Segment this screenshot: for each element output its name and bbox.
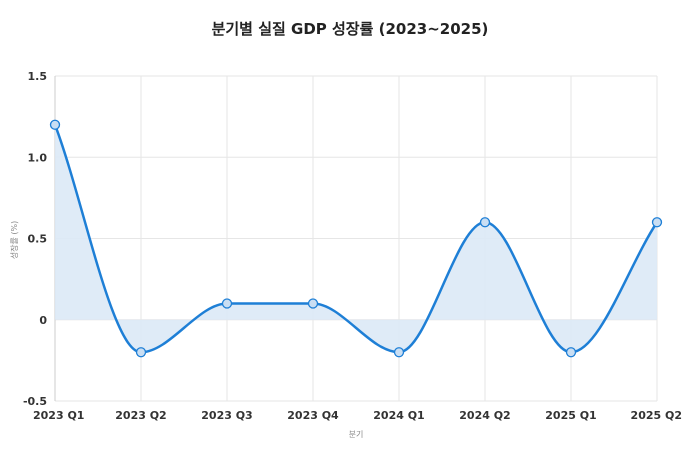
y-axis-title: 성장률 (%) [9, 221, 19, 259]
data-points [49, 119, 663, 358]
data-point-2023-q2[interactable] [135, 347, 147, 358]
data-point-2023-q4[interactable] [307, 298, 319, 309]
data-point-2023-q1[interactable] [49, 119, 61, 130]
x-axis-title: 분기 [349, 430, 364, 439]
x-tick-label: 2024 Q2 [459, 409, 510, 422]
x-tick-label: 2023 Q1 [33, 409, 84, 422]
area-path [55, 124, 657, 353]
y-tick-label: 1.0 [28, 151, 48, 164]
chart-title: 분기별 실질 GDP 성장률 (2023~2025) [211, 20, 489, 38]
data-point-2024-q1[interactable] [393, 347, 405, 358]
data-point-2023-q3[interactable] [221, 298, 233, 309]
data-point-2024-q2[interactable] [479, 217, 491, 228]
area-fill [55, 124, 657, 353]
y-tick-label: 1.5 [28, 70, 48, 83]
y-tick-label: -0.5 [23, 395, 47, 408]
x-tick-label: 2025 Q1 [545, 409, 596, 422]
data-point-2025-q1[interactable] [565, 347, 577, 358]
x-tick-label: 2025 Q2 [631, 409, 682, 422]
x-tick-label: 2023 Q4 [287, 409, 339, 422]
y-tick-label: 0.5 [28, 233, 48, 246]
x-tick-label: 2023 Q2 [115, 409, 166, 422]
data-point-2025-q2[interactable] [651, 217, 663, 228]
x-tick-label: 2024 Q1 [373, 409, 424, 422]
x-axis-ticks: 2023 Q1 2023 Q2 2023 Q3 2023 Q4 2024 Q1 2024 … [33, 409, 682, 422]
y-tick-label: 0 [39, 314, 47, 327]
y-axis-ticks: 1.5 1.0 0.5 0 -0.5 [23, 70, 47, 408]
x-tick-label: 2023 Q3 [201, 409, 252, 422]
